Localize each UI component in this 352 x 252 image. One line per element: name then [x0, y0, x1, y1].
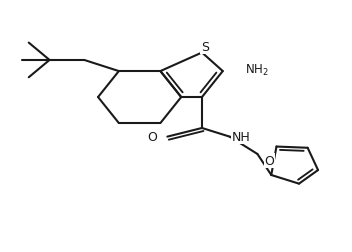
- Text: NH: NH: [231, 131, 250, 144]
- Text: NH$_2$: NH$_2$: [245, 62, 269, 77]
- Text: O: O: [147, 131, 157, 144]
- Text: S: S: [201, 41, 209, 54]
- Text: O: O: [265, 154, 275, 167]
